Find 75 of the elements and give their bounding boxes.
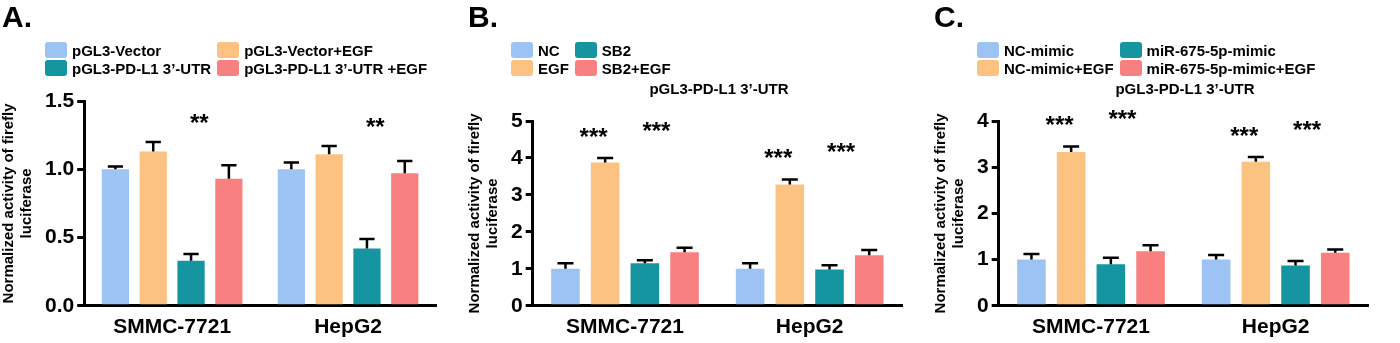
x-tick-label: HepG2 xyxy=(775,314,844,338)
bar xyxy=(815,269,844,305)
legend-label: pGL3-PD-L1 3’-UTR xyxy=(72,60,212,77)
y-tick-label: 3 xyxy=(510,181,523,205)
chart-subtitle: pGL3-PD-L1 3’-UTR xyxy=(648,80,790,97)
bar xyxy=(854,255,884,305)
bar xyxy=(1056,151,1086,305)
bar xyxy=(630,263,660,305)
annotation: ** xyxy=(190,108,210,136)
x-tick-label: HepG2 xyxy=(1241,314,1310,338)
y-tick-label: 2 xyxy=(510,218,523,242)
bar xyxy=(139,151,167,305)
bar xyxy=(590,162,620,305)
bar xyxy=(101,169,130,305)
y-tick-label: 4 xyxy=(510,144,523,168)
bar xyxy=(1136,251,1165,305)
bar xyxy=(1320,252,1350,305)
bar xyxy=(315,154,343,305)
annotation: *** xyxy=(1045,111,1075,139)
bar xyxy=(215,178,243,305)
chart-title: C. xyxy=(933,0,965,34)
bar xyxy=(277,169,305,305)
legend-label: miR-675-5p-mimic xyxy=(1146,42,1276,59)
y-tick-label: 5 xyxy=(510,107,523,131)
annotation: *** xyxy=(1108,105,1138,133)
annotation: ** xyxy=(365,112,386,140)
bar xyxy=(1241,161,1271,305)
legend-label: SB2+EGF xyxy=(601,60,671,77)
legend-label: EGF xyxy=(538,60,569,77)
y-tick-label: 2 xyxy=(976,200,989,224)
bar xyxy=(670,252,699,305)
legend-label: pGL3-PD-L1 3’-UTR +EGF xyxy=(244,60,428,77)
y-axis-title: Normalized activity of firefly luciferase xyxy=(465,112,501,314)
annotation: *** xyxy=(1293,115,1322,143)
bar xyxy=(1201,259,1231,305)
chart-title: B. xyxy=(467,0,499,34)
legend-label: pGL3-Vector xyxy=(72,42,162,59)
annotation: *** xyxy=(579,122,609,150)
bar xyxy=(1096,264,1126,305)
bar xyxy=(1281,265,1310,305)
y-tick-label: 0 xyxy=(510,292,523,316)
bar xyxy=(775,184,805,305)
y-axis-title: Normalized activity of firefly luciferase xyxy=(931,112,967,314)
y-tick-label: 0.0 xyxy=(44,292,75,316)
chart-subtitle: pGL3-PD-L1 3’-UTR xyxy=(1114,80,1256,97)
bar xyxy=(1017,259,1046,305)
bar xyxy=(391,173,419,305)
bar xyxy=(735,268,765,305)
y-tick-label: 4 xyxy=(976,107,989,131)
legend-label: SB2 xyxy=(601,42,632,59)
legend-label: NC xyxy=(538,42,560,59)
annotation: *** xyxy=(642,116,672,144)
annotation: *** xyxy=(1230,121,1259,149)
y-tick-label: 1.0 xyxy=(44,156,75,180)
legend-label: NC-mimic+EGF xyxy=(1004,60,1114,77)
x-tick-label: SMMC-7721 xyxy=(1032,314,1151,338)
y-axis-title: Normalized activity of firefly luciferase xyxy=(0,102,35,304)
legend-label: miR-675-5p-mimic+EGF xyxy=(1146,60,1316,77)
y-tick-label: 0 xyxy=(976,292,989,316)
y-tick-label: 1 xyxy=(510,255,523,279)
chart-title: A. xyxy=(1,0,33,34)
annotation: *** xyxy=(827,138,856,166)
annotation: *** xyxy=(764,144,793,172)
x-tick-label: SMMC-7721 xyxy=(566,314,685,338)
legend-label: NC-mimic xyxy=(1004,42,1075,59)
y-tick-label: 1 xyxy=(976,246,989,270)
y-tick-label: 1.5 xyxy=(44,87,75,111)
y-tick-label: 3 xyxy=(976,154,989,177)
bar xyxy=(353,248,381,305)
bar xyxy=(551,268,580,305)
legend-label: pGL3-Vector+EGF xyxy=(244,42,373,59)
bar xyxy=(177,260,205,305)
y-tick-label: 0.5 xyxy=(44,224,75,248)
x-tick-label: SMMC-7721 xyxy=(113,314,232,338)
x-tick-label: HepG2 xyxy=(314,314,382,338)
